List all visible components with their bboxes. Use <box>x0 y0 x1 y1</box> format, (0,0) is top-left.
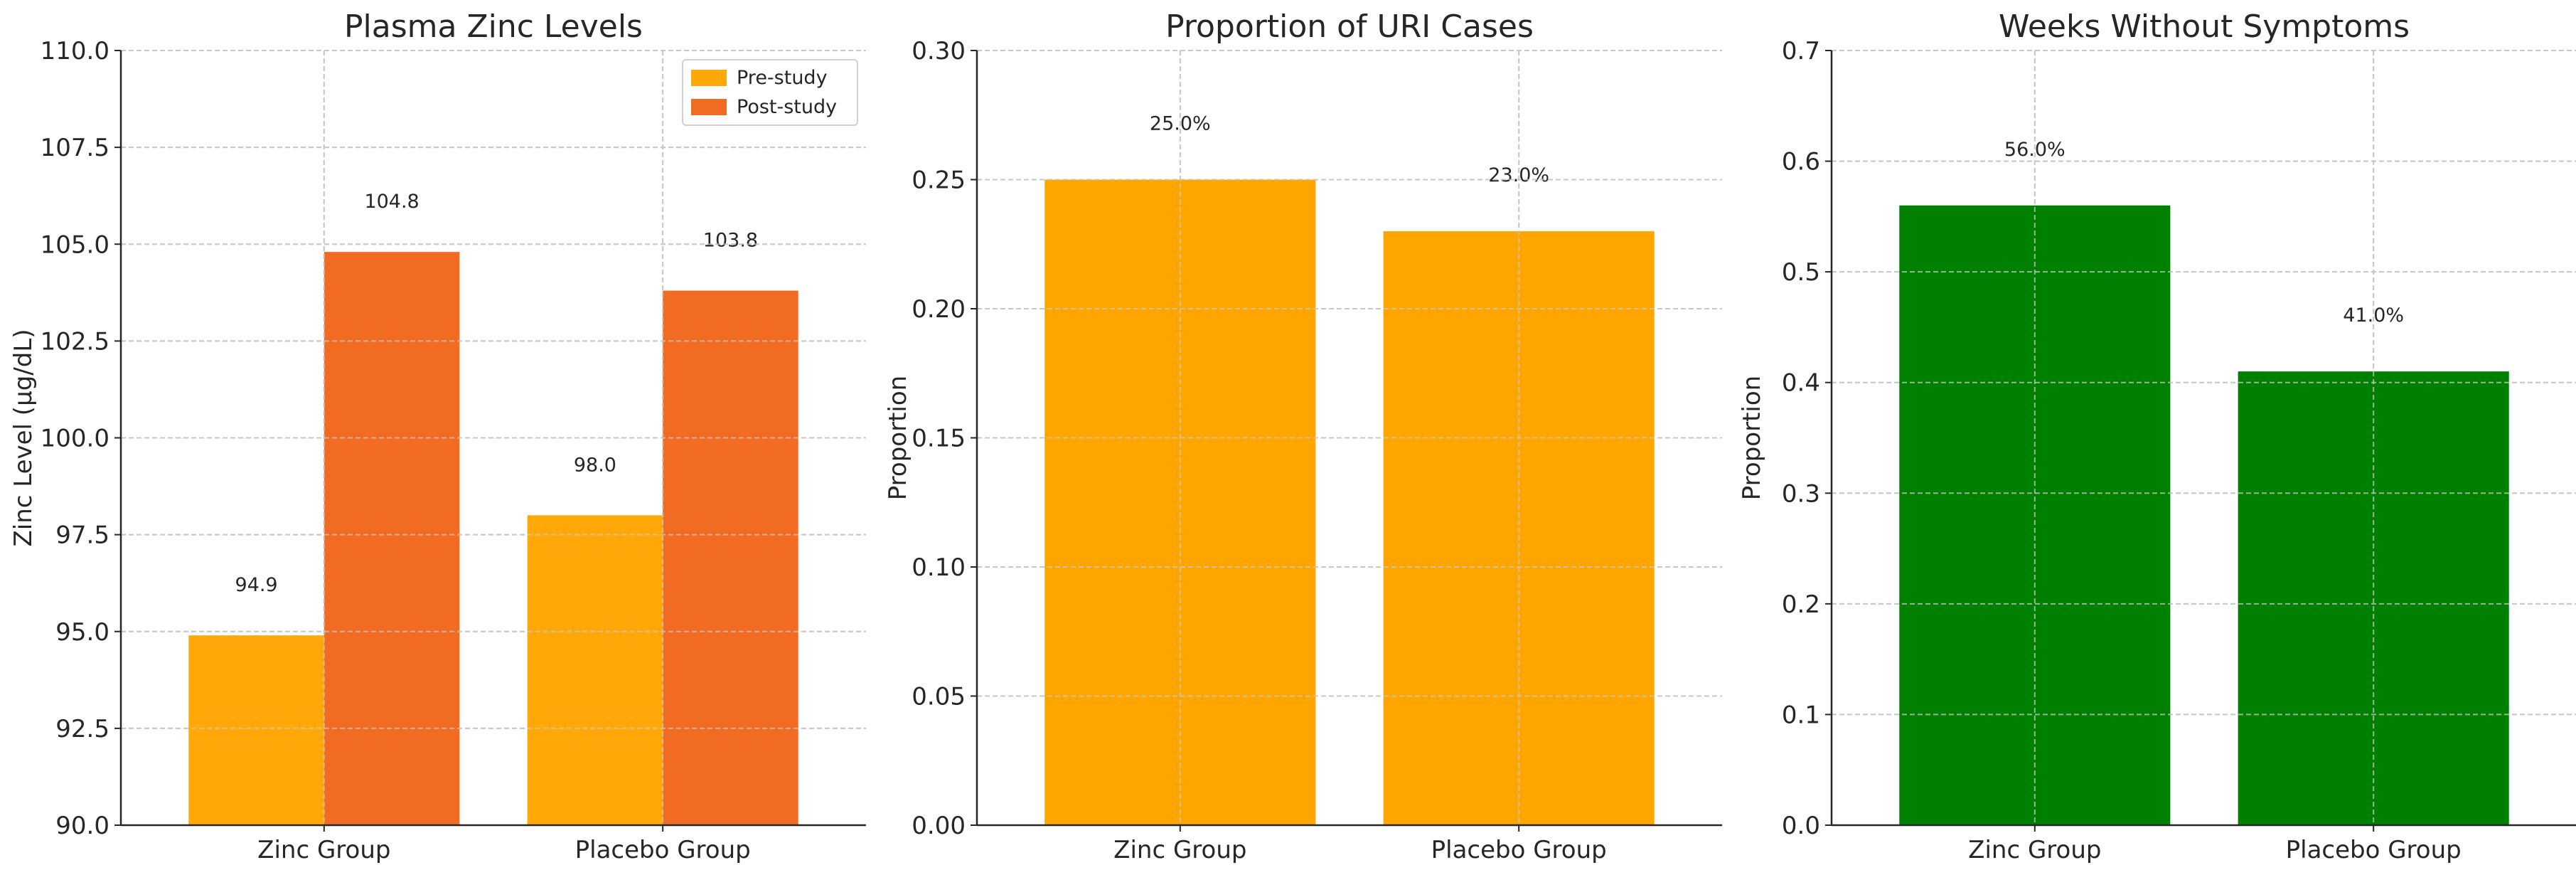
y-tick-label: 0.7 <box>1782 37 1820 65</box>
data-label: 98.0 <box>574 454 616 476</box>
y-tick-label: 0.00 <box>912 812 966 840</box>
y-tick-label: 107.5 <box>41 134 109 162</box>
x-tick-label: Zinc Group <box>257 836 390 864</box>
chart-weeks-without-symptoms: 56.0% 41.0% 0.0 0.1 0.2 0.3 0.4 0.5 0.6 0.7 Zinc G… <box>1738 9 2576 864</box>
y-tick-label: 0.30 <box>912 37 966 65</box>
chart-title: Plasma Zinc Levels <box>344 9 643 45</box>
chart-title: Proportion of URI Cases <box>1165 9 1534 45</box>
bar-placebo-group-post-study <box>663 290 798 826</box>
data-label: 23.0% <box>1488 164 1549 186</box>
y-tick-label: 90.0 <box>55 812 109 840</box>
x-tick-label: Zinc Group <box>1113 836 1246 864</box>
chart-title: Weeks Without Symptoms <box>1999 9 2410 45</box>
y-axis-label: Proportion <box>884 376 912 500</box>
bar-zinc-group-pre-study <box>188 635 324 825</box>
y-tick-label: 0.20 <box>912 295 966 324</box>
y-tick-label: 97.5 <box>55 521 109 550</box>
chart-uri-cases: 25.0%23.0%0.000.050.100.150.200.250.30Zi… <box>884 9 1722 864</box>
legend-label-pre-study: Pre-study <box>737 67 828 89</box>
x-tick-label: Placebo Group <box>575 836 751 864</box>
x-tick-label: Placebo Group <box>2286 836 2462 864</box>
y-tick-label: 92.5 <box>55 715 109 743</box>
y-tick-label: 0.5 <box>1782 258 1820 287</box>
data-label: 103.8 <box>703 230 758 252</box>
legend-swatch-pre-study <box>691 70 727 86</box>
y-tick-label: 95.0 <box>55 618 109 647</box>
y-tick-label: 102.5 <box>41 327 109 356</box>
y-tick-label: 100.0 <box>41 425 109 453</box>
x-tick-label: Placebo Group <box>1431 836 1607 864</box>
legend-label-post-study: Post-study <box>737 96 837 118</box>
y-tick-label: 0.2 <box>1782 590 1820 619</box>
y-tick-label: 0.1 <box>1782 701 1820 729</box>
bar-placebo-group-pre-study <box>527 515 663 825</box>
data-label: 104.8 <box>364 191 419 213</box>
y-tick-label: 105.0 <box>41 230 109 259</box>
y-tick-label: 0.4 <box>1782 369 1820 398</box>
data-label: 41.0% <box>2343 304 2404 327</box>
y-tick-label: 0.0 <box>1782 812 1820 840</box>
y-tick-label: 0.15 <box>912 425 966 453</box>
y-axis-label: Proportion <box>1738 376 1766 500</box>
y-tick-label: 0.25 <box>912 166 966 195</box>
legend-swatch-post-study <box>691 99 727 115</box>
x-tick-label: Zinc Group <box>1968 836 2101 864</box>
y-tick-label: 0.3 <box>1782 479 1820 508</box>
y-tick-label: 0.10 <box>912 553 966 582</box>
y-axis-label: Zinc Level (μg/dL) <box>9 329 38 546</box>
y-tick-label: 0.05 <box>912 683 966 711</box>
y-tick-label: 0.6 <box>1782 148 1820 176</box>
data-label: 56.0% <box>2004 139 2065 161</box>
chart-plasma-zinc: 94.9 98.0 104.8 103.8 90.0 92.5 95.0 97.5 100.0 1… <box>9 9 866 864</box>
bar-zinc-group-post-study <box>324 252 460 825</box>
data-label: 94.9 <box>235 574 277 596</box>
y-tick-label: 110.0 <box>41 37 109 65</box>
